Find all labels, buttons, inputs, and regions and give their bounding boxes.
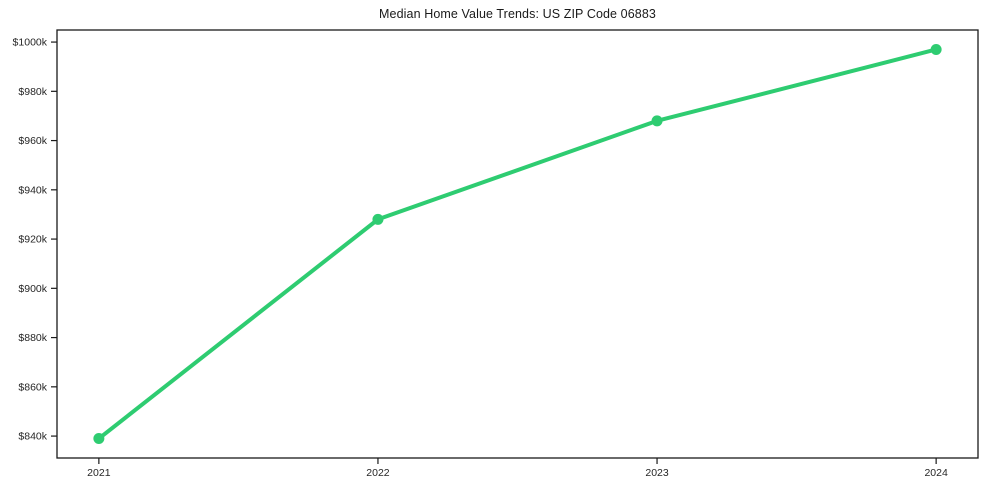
y-tick-label: $840k xyxy=(18,431,47,443)
plot-border xyxy=(56,29,979,459)
y-tick-label: $860k xyxy=(18,381,47,393)
x-tick-label: 2024 xyxy=(924,467,948,479)
y-tick-label: $900k xyxy=(18,283,47,295)
y-tick-label: $940k xyxy=(18,184,47,196)
data-point-marker xyxy=(930,43,942,55)
y-tick-label: $880k xyxy=(18,332,47,344)
data-point-marker xyxy=(93,433,105,445)
x-tick-label: 2022 xyxy=(366,467,390,479)
data-point-marker xyxy=(372,213,384,225)
data-point-marker xyxy=(651,115,663,127)
y-tick-label: $920k xyxy=(18,234,47,246)
y-tick-label: $980k xyxy=(18,86,47,98)
series-line xyxy=(96,47,939,441)
y-tick-label: $1000k xyxy=(13,37,48,49)
x-tick-label: 2023 xyxy=(645,467,669,479)
x-tick-label: 2021 xyxy=(87,467,111,479)
chart-title: Median Home Value Trends: US ZIP Code 06… xyxy=(379,7,656,21)
y-tick-label: $960k xyxy=(18,135,47,147)
